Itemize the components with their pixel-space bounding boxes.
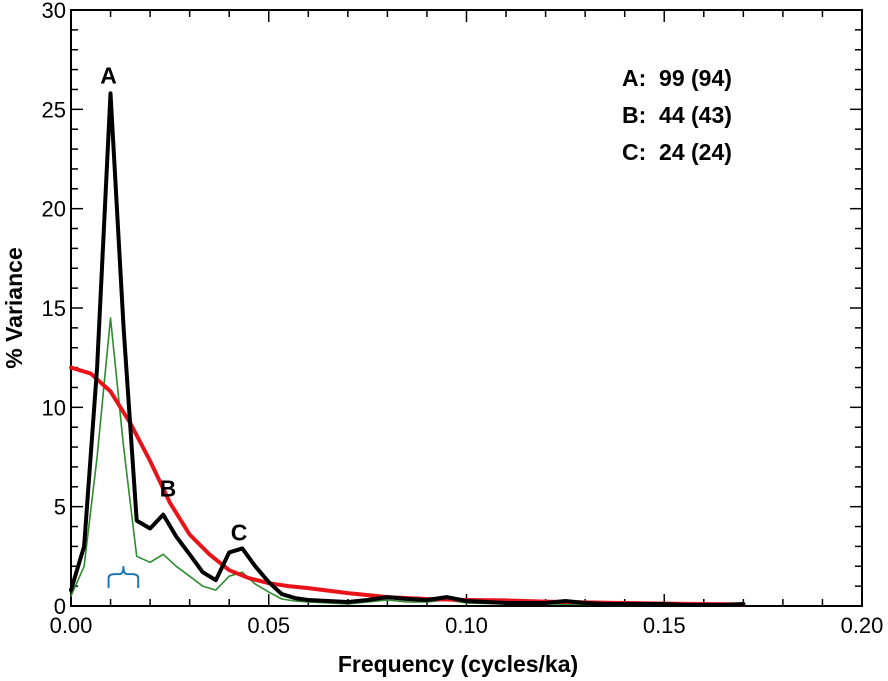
x-tick-label: 0.10	[445, 613, 488, 638]
y-tick-label: 15	[42, 296, 66, 321]
y-tick-label: 5	[54, 495, 66, 520]
x-tick-labels: 0.00 0.05 0.10 0.15 0.20	[50, 613, 884, 638]
peak-label-c: C	[231, 519, 248, 545]
series-layer	[69, 91, 746, 607]
x-axis-title: Frequency (cycles/ka)	[338, 651, 578, 677]
series-line-lower	[70, 317, 745, 607]
legend: A: 99 (94) B: 44 (43) C: 24 (24)	[622, 65, 732, 165]
series-line-spectrum	[69, 91, 746, 607]
annotation-layer: A B C	[100, 63, 247, 546]
peak-label-a: A	[100, 63, 117, 89]
ticks-layer	[70, 9, 863, 607]
legend-entry: C: 24 (24)	[622, 139, 732, 165]
y-tick-labels: 0 5 10 15 20 25 30	[42, 0, 66, 619]
y-axis-title: % Variance	[1, 247, 27, 368]
y-tick-label: 0	[54, 594, 66, 619]
x-tick-label: 0.05	[247, 613, 290, 638]
plot-frame	[70, 9, 863, 607]
x-tick-label: 0.20	[841, 613, 884, 638]
bandwidth-marker	[107, 566, 140, 589]
legend-entry: A: 99 (94)	[622, 65, 732, 91]
y-tick-label: 10	[42, 395, 66, 420]
legend-entry: B: 44 (43)	[622, 102, 732, 128]
peak-label-b: B	[160, 476, 177, 502]
x-tick-label: 0.00	[50, 613, 93, 638]
x-tick-label: 0.15	[643, 613, 686, 638]
y-tick-label: 30	[42, 0, 66, 23]
y-tick-label: 25	[42, 97, 66, 122]
y-tick-label: 20	[42, 197, 66, 222]
